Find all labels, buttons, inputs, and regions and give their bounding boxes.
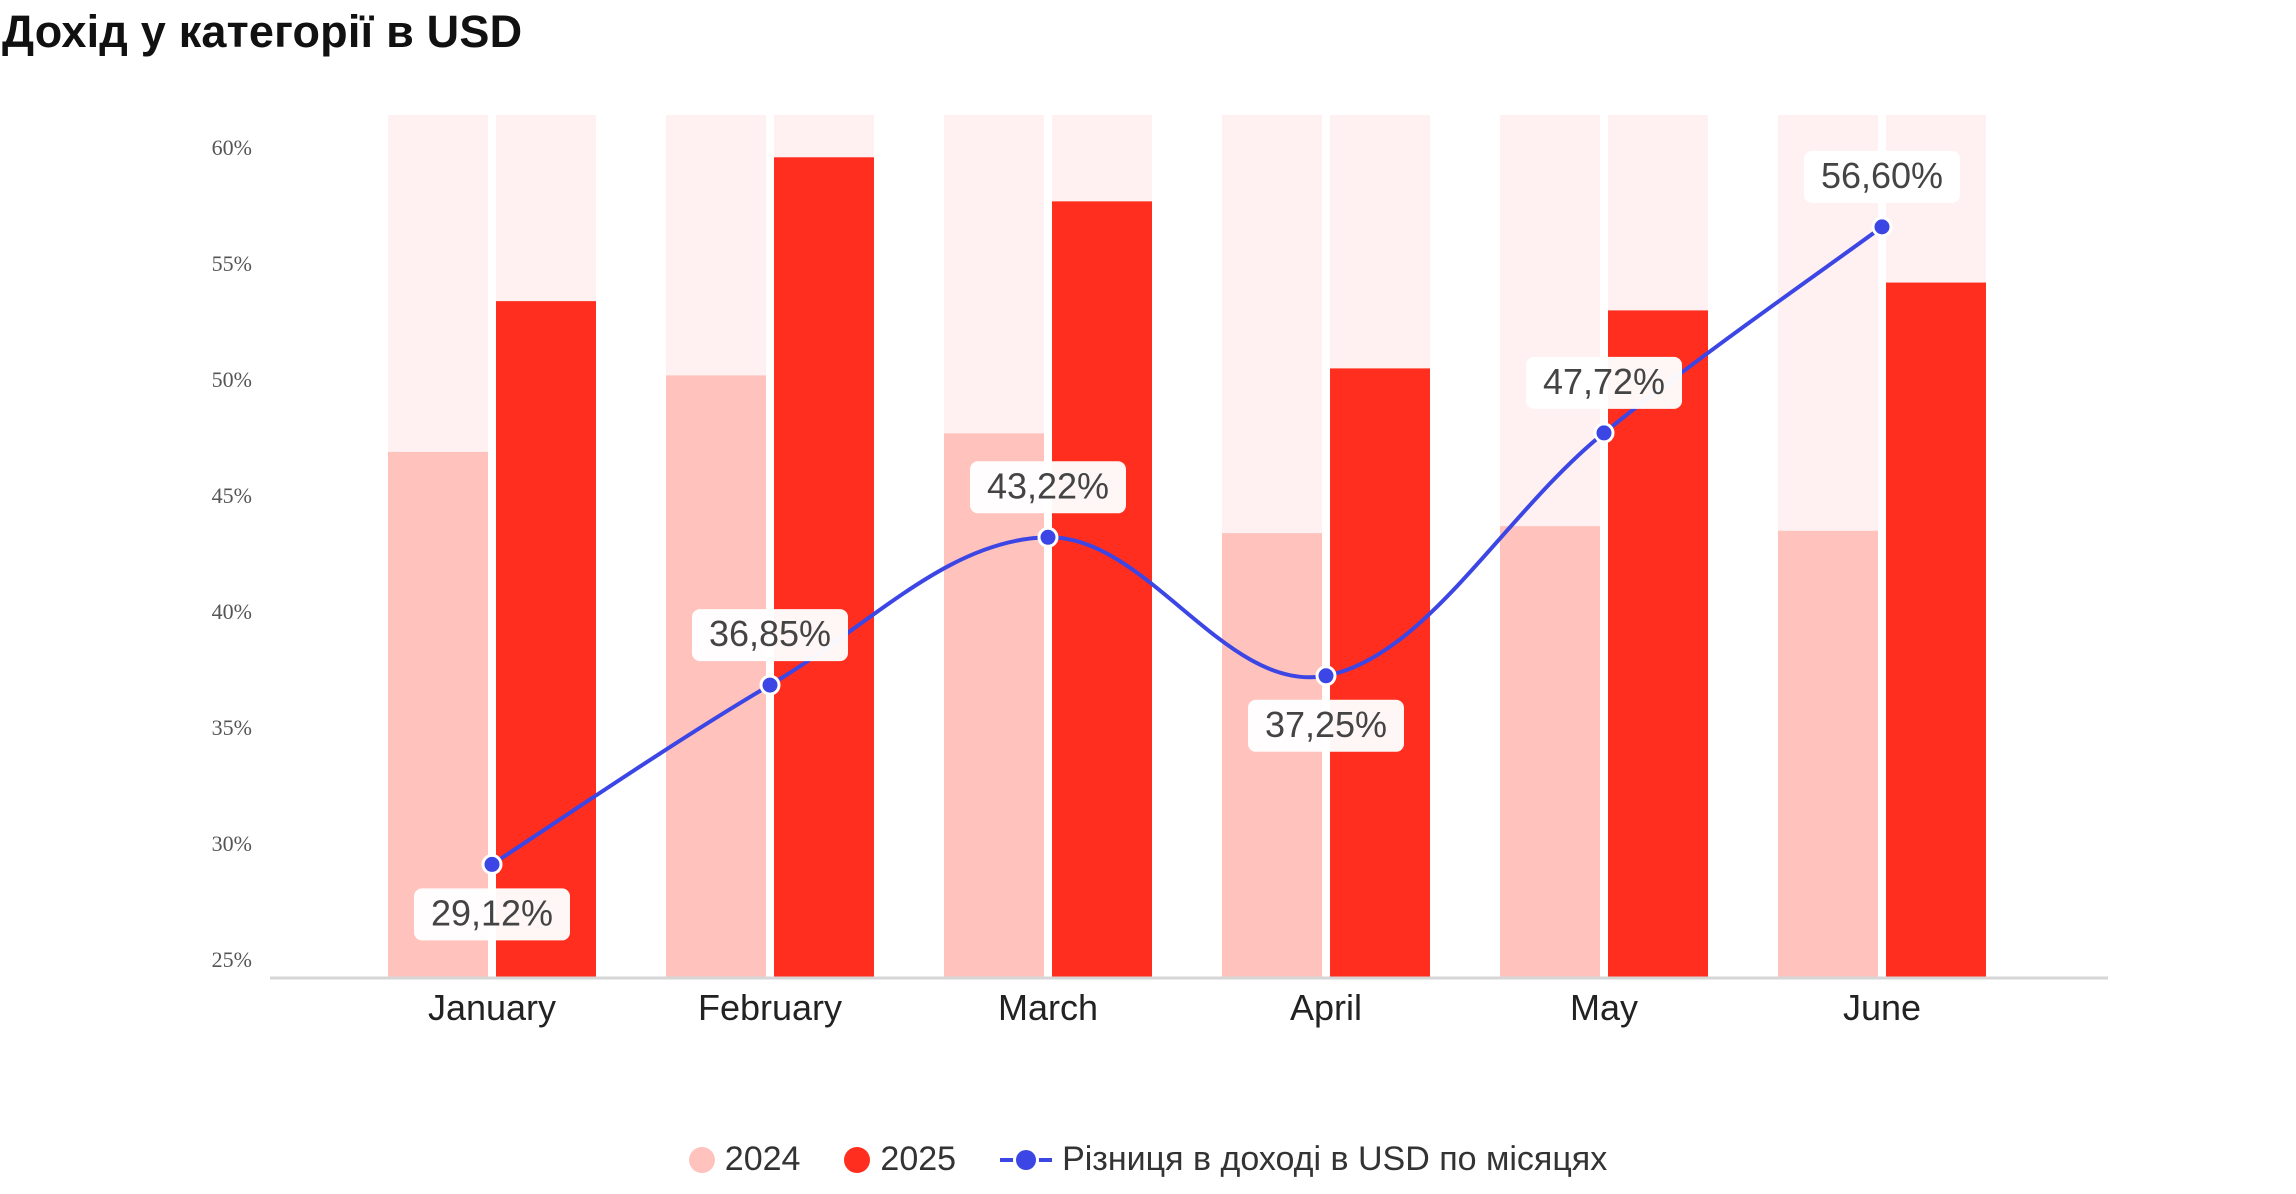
- legend-item-2024[interactable]: 2024: [688, 1140, 801, 1179]
- line-point-february: [759, 674, 781, 696]
- line-label-box-april: [1248, 699, 1404, 752]
- bar-2024-june: [1778, 530, 1878, 978]
- y-tick-25: 25%: [212, 947, 252, 972]
- legend-swatch-2025: [844, 1146, 871, 1173]
- line-label-may: 47,72%: [1543, 361, 1665, 402]
- legend-swatch-2024: [688, 1146, 715, 1173]
- line-label-january: 29,12%: [431, 892, 553, 933]
- legend-item-2025[interactable]: 2025: [844, 1140, 956, 1179]
- bar-2025-february: [774, 157, 874, 978]
- bar-2025-may: [1608, 310, 1708, 978]
- y-tick-40: 40%: [212, 599, 252, 624]
- x-tick-june: June: [1843, 987, 1921, 1028]
- x-tick-april: April: [1290, 987, 1362, 1028]
- line-label-february: 36,85%: [709, 613, 831, 654]
- legend-label-difference: Різниця в доході в USD по місяцях: [1062, 1140, 1608, 1178]
- line-label-box-may: [1526, 356, 1682, 409]
- x-tick-may: May: [1570, 987, 1638, 1028]
- line-label-box-february: [692, 609, 848, 662]
- chart-legend: 2024 2025 Різниця в доході в USD по міся…: [0, 1140, 2296, 1179]
- y-tick-50: 50%: [212, 367, 252, 392]
- line-label-box-january: [414, 888, 570, 941]
- chart-title: Дохід у категорії в USD: [2, 6, 523, 57]
- line-label-march: 43,22%: [987, 465, 1109, 506]
- line-point-june: [1871, 216, 1893, 238]
- bar-2025-january: [496, 301, 596, 978]
- line-point-january: [481, 853, 503, 875]
- bar-2025-march: [1052, 201, 1152, 979]
- x-tick-march: March: [998, 987, 1098, 1028]
- legend-swatch-line: [1000, 1147, 1053, 1173]
- legend-label-2025: 2025: [880, 1140, 957, 1178]
- line-label-june: 56,60%: [1821, 155, 1943, 196]
- legend-label-2024: 2024: [724, 1140, 801, 1178]
- x-tick-january: January: [428, 987, 556, 1028]
- bar-line-chart: January February March April May June 60% 55% 50…: [212, 115, 2108, 1028]
- x-tick-february: February: [698, 987, 842, 1028]
- line-label-box-june: [1804, 150, 1960, 203]
- bar-2024-may: [1500, 526, 1600, 978]
- y-tick-30: 30%: [212, 831, 252, 856]
- bar-2024-april: [1222, 533, 1322, 978]
- line-point-march: [1037, 526, 1059, 548]
- y-tick-45: 45%: [212, 483, 252, 508]
- y-tick-35: 35%: [212, 715, 252, 740]
- bar-2024-march: [944, 433, 1044, 978]
- bar-2025-june: [1886, 282, 1986, 978]
- bar-2024-february: [666, 375, 766, 978]
- y-tick-60: 60%: [212, 135, 252, 160]
- bar-2025-april: [1330, 368, 1430, 978]
- line-point-may: [1593, 422, 1615, 444]
- line-label-april: 37,25%: [1265, 704, 1387, 745]
- y-tick-55: 55%: [212, 251, 252, 276]
- line-point-april: [1315, 665, 1337, 687]
- legend-item-difference[interactable]: Різниця в доході в USD по місяцях: [1000, 1140, 1607, 1179]
- line-label-box-march: [970, 461, 1126, 514]
